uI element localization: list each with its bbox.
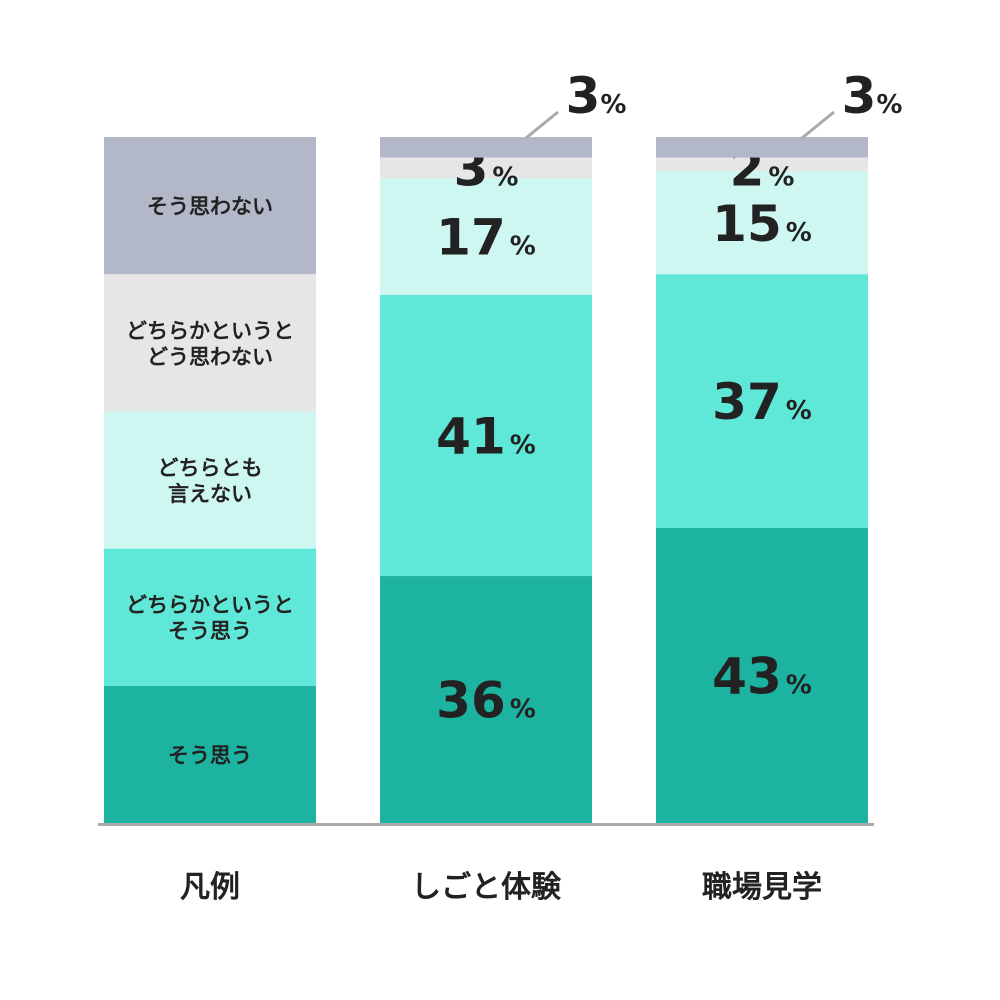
legend-swatch (104, 411, 316, 549)
bar-segment (656, 137, 868, 158)
bar-segment (656, 528, 868, 823)
legend-swatch (104, 137, 316, 275)
bar-segment (380, 294, 592, 577)
legend-label: どちらかというと (126, 593, 294, 617)
bar-segment (380, 157, 592, 179)
legend-label: そう思わない (147, 195, 273, 219)
legend-label: 言えない (168, 482, 252, 506)
data-label: 17% (436, 208, 536, 266)
bar-segment (656, 274, 868, 529)
data-label: 41% (436, 407, 536, 465)
legend-label: どちらかというと (126, 319, 294, 343)
legend-label: そう思う (168, 619, 252, 643)
category-label: 職場見学 (702, 870, 822, 905)
legend-swatch (104, 685, 316, 823)
legend-column: そう思うどちらかというとそう思うどちらとも言えないどちらかというとどう思わないそ… (104, 137, 316, 823)
legend-category-label: 凡例 (180, 870, 240, 905)
legend-swatch (104, 548, 316, 686)
bar-segment (380, 576, 592, 823)
bar-segment (656, 171, 868, 275)
data-label: 37% (712, 373, 812, 431)
bar-segment (380, 137, 592, 158)
legend-label: そう思う (168, 743, 252, 767)
data-label: 3% (566, 67, 627, 125)
legend-label: どちらとも (158, 456, 263, 480)
bar-segment (656, 157, 868, 172)
leader-line (525, 110, 559, 140)
bar-segment (380, 178, 592, 295)
leader-line (801, 110, 835, 140)
category-label: しごと体験 (411, 870, 562, 905)
data-label: 15% (712, 195, 812, 253)
data-label: 36% (436, 672, 536, 730)
data-label: 43% (712, 648, 812, 706)
legend-label: どう思わない (147, 345, 273, 369)
data-label: 3% (842, 67, 903, 125)
legend-swatch (104, 274, 316, 412)
